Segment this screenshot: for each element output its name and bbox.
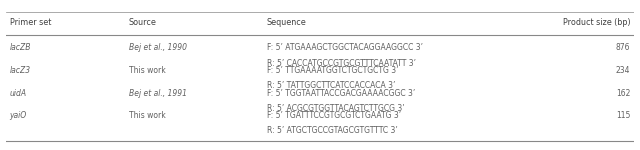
Text: 234: 234 xyxy=(616,66,630,75)
Text: F: 5’ TTGAAAATGGTCTGCTGCTG 3’: F: 5’ TTGAAAATGGTCTGCTGCTG 3’ xyxy=(267,66,398,75)
Text: Source: Source xyxy=(129,18,157,27)
Text: F: 5’ TGGTAATTACCGACGAAAACGGC 3’: F: 5’ TGGTAATTACCGACGAAAACGGC 3’ xyxy=(267,89,415,98)
Text: Sequence: Sequence xyxy=(267,18,307,27)
Text: R: 5’ CACCATGCCGTGCGTTTCAATATT 3’: R: 5’ CACCATGCCGTGCGTTTCAATATT 3’ xyxy=(267,58,416,68)
Text: Bej et al., 1991: Bej et al., 1991 xyxy=(129,89,187,98)
Text: This work: This work xyxy=(129,66,166,75)
Text: Product size (bp): Product size (bp) xyxy=(563,18,630,27)
Text: 162: 162 xyxy=(616,89,630,98)
Text: F: 5’ ATGAAAGCTGGCTACAGGAAGGCC 3’: F: 5’ ATGAAAGCTGGCTACAGGAAGGCC 3’ xyxy=(267,44,422,52)
Text: F: 5’ TGATTTCCGTGCGTCTGAATG 3’: F: 5’ TGATTTCCGTGCGTCTGAATG 3’ xyxy=(267,111,401,120)
Text: yaiO: yaiO xyxy=(10,111,27,120)
Text: 876: 876 xyxy=(616,44,630,52)
Text: Bej et al., 1990: Bej et al., 1990 xyxy=(129,44,187,52)
Text: uidA: uidA xyxy=(10,89,27,98)
Text: 115: 115 xyxy=(616,111,630,120)
Text: R: 5’ ATGCTGCCGTAGCGTGTTTC 3’: R: 5’ ATGCTGCCGTAGCGTGTTTC 3’ xyxy=(267,126,397,135)
Text: This work: This work xyxy=(129,111,166,120)
Text: R: 5’ TATTGGCTTCATCCACCACA 3’: R: 5’ TATTGGCTTCATCCACCACA 3’ xyxy=(267,81,395,90)
Text: lacZB: lacZB xyxy=(10,44,31,52)
Text: R: 5’ ACGCGTGGTTACAGTCTTGCG 3’: R: 5’ ACGCGTGGTTACAGTCTTGCG 3’ xyxy=(267,104,404,113)
Text: Primer set: Primer set xyxy=(10,18,51,27)
Text: lacZ3: lacZ3 xyxy=(10,66,31,75)
